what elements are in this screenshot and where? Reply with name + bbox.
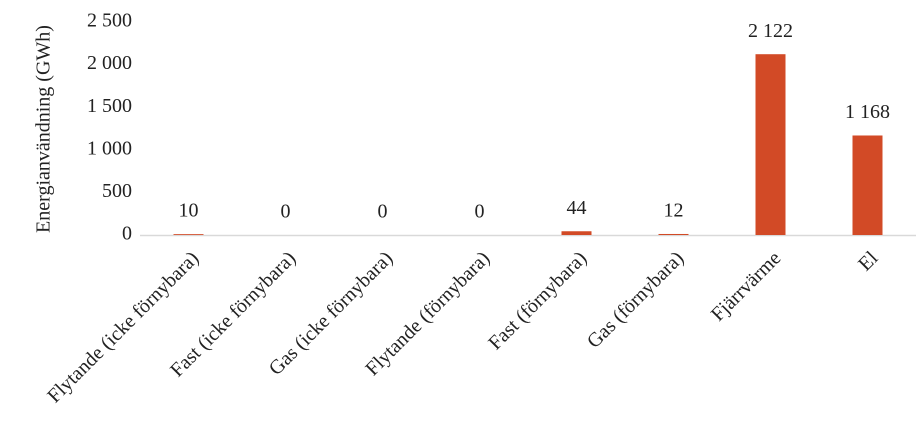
value-label: 10 xyxy=(179,200,199,222)
bar xyxy=(561,231,592,235)
value-label: 2 122 xyxy=(748,20,793,42)
x-tick-label: El xyxy=(854,247,882,275)
value-label: 44 xyxy=(567,197,587,219)
value-label: 0 xyxy=(475,201,485,223)
x-tick-label: Fast (förnybara) xyxy=(484,247,591,354)
bar xyxy=(852,135,883,235)
bar xyxy=(755,54,786,236)
bar xyxy=(658,233,689,235)
y-tick-label: 500 xyxy=(102,180,132,202)
value-label: 12 xyxy=(664,200,684,222)
x-tick-label: Flytande (icke förnybara) xyxy=(43,247,203,407)
value-label: 0 xyxy=(281,201,291,223)
y-tick-label: 1 000 xyxy=(87,137,132,159)
value-label: 0 xyxy=(378,201,388,223)
y-tick-label: 0 xyxy=(122,223,132,245)
y-tick-label: 2 000 xyxy=(87,52,132,74)
y-tick-label: 2 500 xyxy=(87,10,132,32)
value-label: 1 168 xyxy=(845,101,890,123)
bar xyxy=(173,234,204,235)
x-tick-label: Gas (förnybara) xyxy=(583,247,688,352)
y-axis-label: Energianvändning (GWh) xyxy=(33,25,55,233)
x-tick-label: Fjärrvärme xyxy=(707,247,785,325)
y-tick-label: 1 500 xyxy=(87,95,132,117)
